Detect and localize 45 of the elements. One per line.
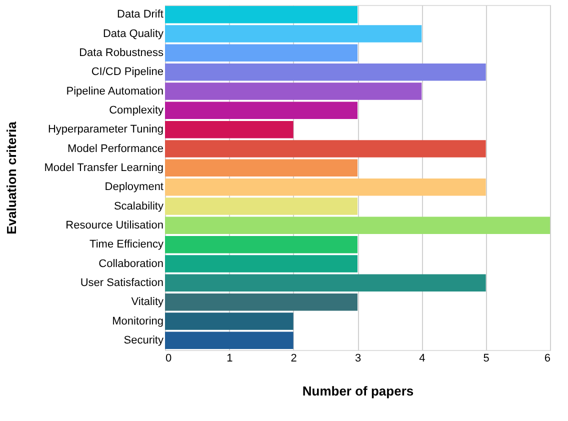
y-tick-label: Data Robustness — [79, 46, 164, 59]
y-tick-label: CI/CD Pipeline — [91, 66, 164, 78]
x-tick-label: 4 — [419, 352, 426, 364]
bar — [165, 198, 358, 215]
x-tick-label: 0 — [166, 352, 172, 364]
y-tick-label: Security — [124, 334, 164, 346]
bar — [165, 159, 358, 177]
bar — [165, 332, 294, 350]
y-tick-label: Hyperparameter Tuning — [48, 124, 164, 136]
y-tick-label: Monitoring — [112, 315, 164, 328]
x-tick-label: 6 — [544, 352, 550, 364]
x-axis-title: Number of papers — [302, 384, 414, 398]
y-tick-label: Complexity — [109, 104, 164, 116]
y-tick-label: Time Efficiency — [90, 238, 164, 251]
bar — [165, 82, 422, 100]
y-tick-label: Data Quality — [102, 28, 164, 40]
y-tick-label: Deployment — [104, 181, 164, 194]
bar — [165, 255, 358, 272]
y-tick-label: Data Drift — [117, 8, 164, 21]
y-axis-title: Evaluation criteria — [4, 120, 20, 234]
y-tick-label: Scalability — [114, 200, 164, 212]
x-tick-label: 2 — [290, 352, 297, 364]
bar — [165, 216, 550, 234]
y-tick-label: Vitality — [131, 296, 164, 308]
y-tick-label: Resource Utilisation — [66, 219, 164, 232]
x-tick-label: 1 — [226, 352, 233, 364]
bar — [165, 44, 358, 62]
bar — [165, 178, 486, 196]
bar — [165, 312, 294, 330]
bar — [165, 63, 486, 81]
bar — [165, 274, 486, 292]
bar — [165, 293, 358, 311]
y-tick-label: Model Transfer Learning — [44, 162, 164, 174]
y-tick-label: Pipeline Automation — [66, 85, 164, 98]
y-tick-label: Collaboration — [98, 258, 164, 270]
x-tick-label: 5 — [483, 352, 490, 364]
bar — [165, 120, 294, 138]
bar — [165, 6, 358, 24]
y-tick-label: User Satisfaction — [80, 276, 164, 289]
bar — [165, 102, 358, 120]
y-tick-label: Model Performance — [68, 142, 164, 155]
bar — [165, 25, 422, 42]
bar — [165, 140, 486, 158]
x-tick-label: 3 — [354, 352, 362, 364]
bar — [165, 236, 358, 254]
